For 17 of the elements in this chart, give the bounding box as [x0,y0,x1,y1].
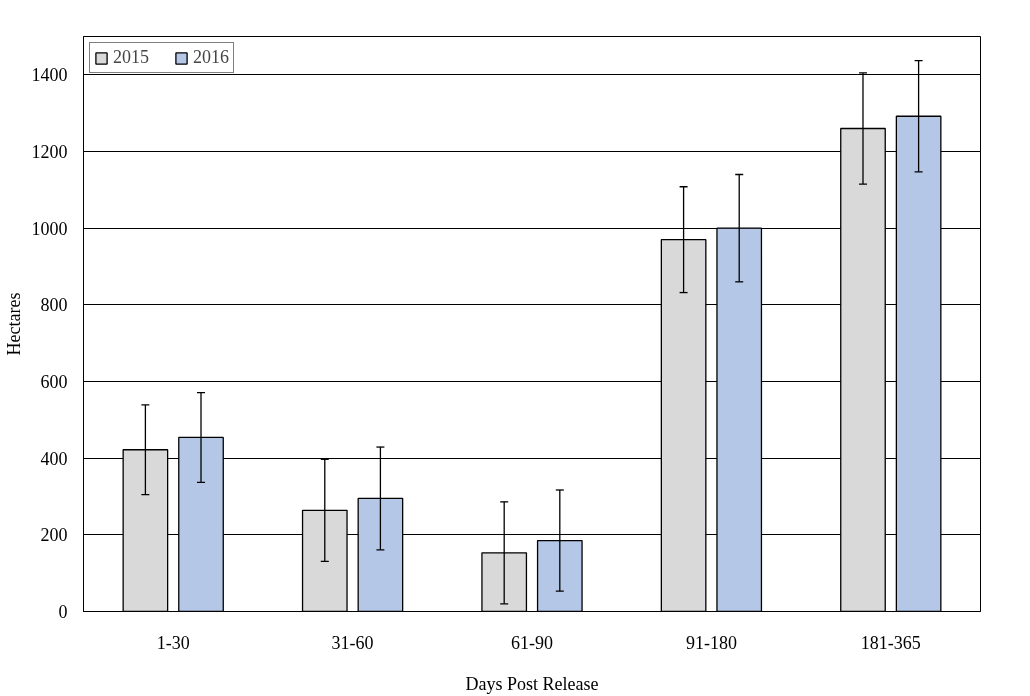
y-tick-label: 400 [40,448,68,469]
y-axis-title: Hectares [3,292,24,356]
y-tick-label: 1400 [31,65,68,86]
x-tick-label: 1-30 [156,632,190,653]
x-tick-label: 31-60 [331,632,374,653]
y-tick-label: 1200 [31,142,68,162]
y-tick-label: 600 [40,372,68,392]
x-tick-label: 61-90 [511,632,553,653]
y-tick-label: 0 [58,602,68,622]
y-tick-label: 800 [40,295,68,316]
y-tick-label: 1000 [31,218,68,239]
x-tick-label: 91-180 [685,632,737,653]
x-axis-title: Days Post Release [465,673,599,694]
legend-label: 2016 [193,47,229,68]
legend-label: 2015 [113,47,149,68]
y-tick-label: 200 [40,525,68,546]
x-tick-label: 181-365 [860,632,921,653]
